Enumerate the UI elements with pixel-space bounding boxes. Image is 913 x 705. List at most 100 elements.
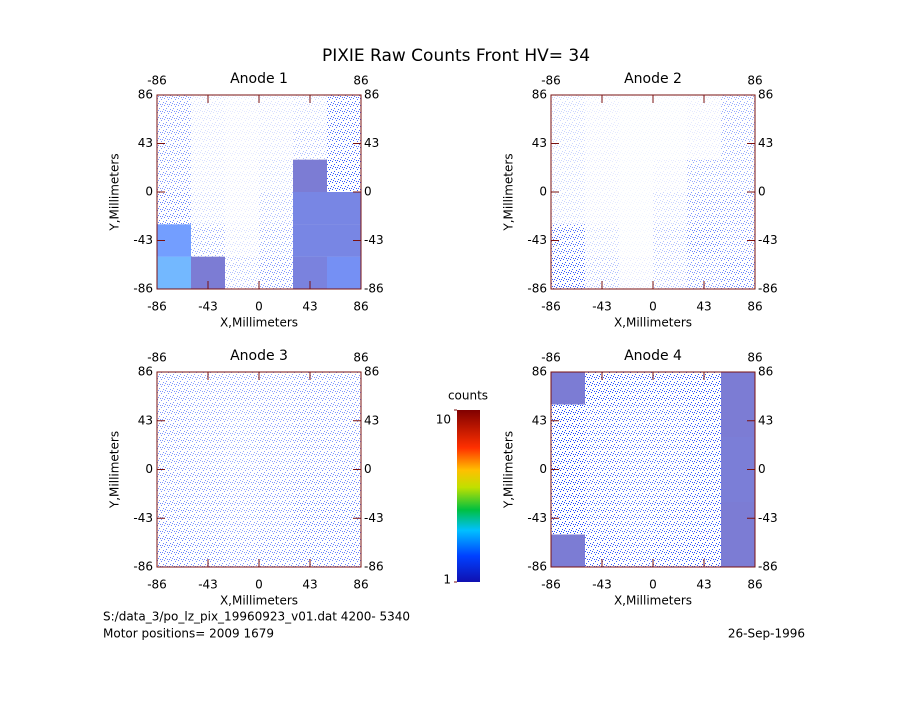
heat-cell — [653, 192, 687, 225]
heat-cell — [619, 95, 653, 128]
heat-cell — [225, 224, 259, 257]
y-axis-label: Y,Millimeters — [502, 153, 516, 231]
y-tick-label: -43 — [527, 511, 547, 525]
heat-cell — [157, 469, 191, 502]
y-right-tick-label: 43 — [364, 136, 379, 150]
heat-cell — [653, 127, 687, 160]
heat-cell — [191, 404, 225, 437]
y-axis-label: Y,Millimeters — [502, 431, 516, 509]
heat-cell — [721, 372, 755, 405]
heat-cell — [721, 469, 755, 502]
y-tick-label: 43 — [532, 413, 547, 427]
heat-cell — [551, 469, 585, 502]
y-right-tick-label: -86 — [758, 560, 778, 574]
heat-cell — [259, 224, 293, 257]
y-right-tick-label: -43 — [364, 511, 384, 525]
heat-cell — [687, 192, 721, 225]
heat-cell — [327, 95, 361, 128]
heat-cell — [191, 469, 225, 502]
y-tick-label: -43 — [527, 233, 547, 247]
heat-cell — [551, 192, 585, 225]
panel-title: Anode 4 — [624, 348, 682, 364]
heat-cell — [687, 127, 721, 160]
colorbar-label: counts — [448, 389, 488, 403]
heat-cell — [259, 469, 293, 502]
x-top-tick-label: -86 — [541, 74, 561, 88]
heat-cell — [191, 437, 225, 470]
y-tick-label: 43 — [138, 136, 153, 150]
y-tick-label: 0 — [539, 185, 547, 199]
y-right-tick-label: -86 — [364, 282, 384, 296]
x-top-tick-label: 86 — [353, 351, 368, 365]
heat-cell — [327, 437, 361, 470]
heat-cell — [653, 224, 687, 257]
y-right-tick-label: -86 — [758, 282, 778, 296]
heat-cell — [687, 224, 721, 257]
heat-cell — [259, 256, 293, 289]
y-tick-label: 0 — [145, 462, 153, 476]
y-tick-label: -86 — [133, 282, 153, 296]
heat-cell — [619, 404, 653, 437]
y-right-tick-label: 0 — [364, 185, 372, 199]
y-right-tick-label: 0 — [364, 462, 372, 476]
heat-cell — [721, 256, 755, 289]
heat-cell — [259, 127, 293, 160]
heat-cell — [721, 159, 755, 192]
y-tick-label: -86 — [527, 560, 547, 574]
heat-cell — [259, 372, 293, 405]
heat-cell — [585, 469, 619, 502]
heat-cell — [551, 159, 585, 192]
y-tick-label: 86 — [532, 365, 547, 379]
heat-cell — [327, 534, 361, 567]
heat-cell — [259, 437, 293, 470]
heat-cell — [191, 127, 225, 160]
heat-cell — [225, 127, 259, 160]
colorbar — [457, 410, 480, 582]
heat-cell — [653, 95, 687, 128]
x-tick-label: -86 — [147, 578, 167, 592]
heat-cell — [585, 502, 619, 535]
heat-cell — [225, 404, 259, 437]
colorbar-tick-label: 1 — [443, 573, 451, 587]
heat-cell — [225, 256, 259, 289]
heat-cell — [619, 127, 653, 160]
y-right-tick-label: 0 — [758, 462, 766, 476]
heat-cell — [259, 192, 293, 225]
heat-cell — [327, 372, 361, 405]
x-tick-label: 0 — [649, 300, 657, 314]
heat-cell — [293, 502, 327, 535]
heat-cell — [721, 437, 755, 470]
x-tick-label: 0 — [255, 300, 263, 314]
heat-cell — [225, 437, 259, 470]
x-top-tick-label: -86 — [147, 74, 167, 88]
x-tick-label: -86 — [541, 578, 561, 592]
heat-cell — [259, 95, 293, 128]
heat-cell — [327, 159, 361, 192]
x-top-tick-label: -86 — [541, 351, 561, 365]
heat-cell — [225, 534, 259, 567]
heat-cell — [585, 437, 619, 470]
y-right-tick-label: 86 — [364, 365, 379, 379]
x-tick-label: 86 — [353, 578, 368, 592]
heat-cell — [225, 372, 259, 405]
y-axis-label: Y,Millimeters — [108, 431, 122, 509]
x-axis-label: X,Millimeters — [220, 316, 298, 330]
heat-cell — [259, 502, 293, 535]
x-top-tick-label: 86 — [747, 74, 762, 88]
y-tick-label: 43 — [138, 413, 153, 427]
y-tick-label: 86 — [138, 88, 153, 102]
heat-cell — [293, 469, 327, 502]
heat-cell — [225, 95, 259, 128]
x-axis-label: X,Millimeters — [220, 594, 298, 608]
heat-cell — [551, 95, 585, 128]
panel-title: Anode 2 — [624, 71, 682, 87]
heat-cell — [293, 159, 327, 192]
heat-cell — [585, 159, 619, 192]
y-right-tick-label: 86 — [758, 365, 773, 379]
heat-cell — [585, 192, 619, 225]
x-tick-label: -43 — [592, 578, 612, 592]
heat-cell — [653, 404, 687, 437]
heat-cell — [619, 224, 653, 257]
heat-cell — [551, 534, 585, 567]
